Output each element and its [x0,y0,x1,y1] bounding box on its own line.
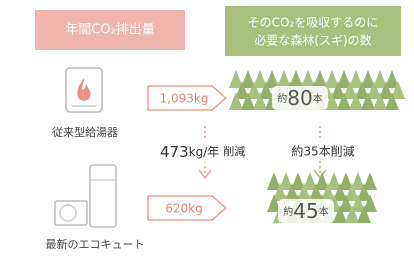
reduction-emission: 473kg/年削減 [160,143,245,161]
tree-reduction: 約35本削減 [291,144,354,159]
trees-header-line: そのCO₂を吸収するのに [248,16,379,30]
label: 削減 [223,144,245,158]
number: 45 [293,199,318,223]
ecocute-label: 最新のエコキュート [46,237,145,251]
tank-icon [90,165,116,227]
trees-header-box [225,6,401,56]
emissions-header: 年間CO₂排出量 [65,23,155,38]
unit: 本 [313,92,323,105]
number: 80 [287,86,312,110]
ecocute-emission: 620kg [165,202,202,216]
unit: kg/年 [189,145,220,159]
unit: 本 [319,205,329,218]
conventional-label: 従来型給湯器 [52,125,118,139]
conventional-emission: 1,093kg [160,92,209,106]
trees-header-line: 必要な森林(スギ)の数 [254,33,371,48]
prefix: 約 [277,92,287,105]
infographic: 年間CO₂排出量 そのCO₂を吸収するのに 必要な森林(スギ)の数 従来型給湯器… [0,0,414,257]
number: 473 [160,143,189,161]
prefix: 約 [283,205,293,218]
